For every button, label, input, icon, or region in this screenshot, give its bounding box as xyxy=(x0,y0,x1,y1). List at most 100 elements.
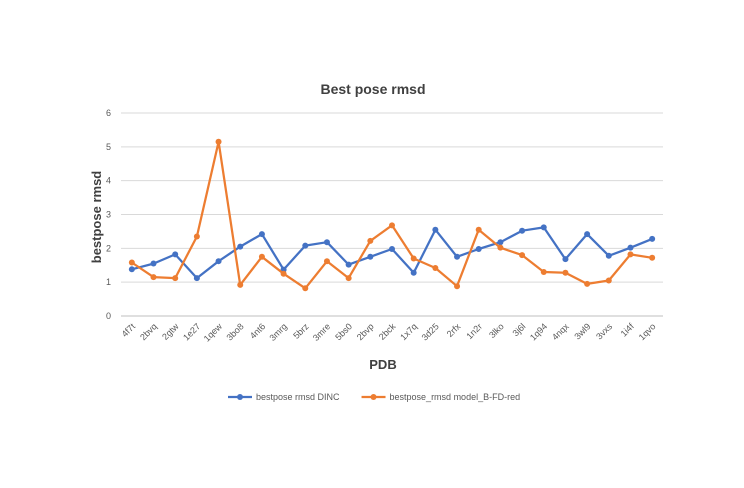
legend-item: bestpose rmsd DINC xyxy=(228,392,340,402)
data-point xyxy=(150,274,157,281)
data-point xyxy=(172,275,179,282)
x-tick-label: 2rfx xyxy=(445,321,463,339)
data-point xyxy=(432,264,439,271)
data-point xyxy=(237,243,244,250)
chart-title: Best pose rmsd xyxy=(320,81,425,97)
data-point xyxy=(323,239,330,246)
data-point xyxy=(584,280,591,287)
data-point xyxy=(215,138,222,145)
y-tick-label: 1 xyxy=(106,277,111,287)
data-point xyxy=(215,258,222,265)
data-point xyxy=(258,253,265,260)
data-point xyxy=(367,253,374,260)
data-point xyxy=(497,239,504,246)
x-axis-ticks: 4f7t 2bvq 2gtw 1e27 1qew 3bo8 4nt6 3mrg 5brz 3mre… xyxy=(120,321,658,344)
data-point xyxy=(649,254,656,261)
data-point xyxy=(128,259,135,266)
data-point xyxy=(280,270,287,277)
data-point xyxy=(519,252,526,259)
data-point xyxy=(540,224,547,231)
data-point xyxy=(410,255,417,262)
x-tick-label: 5bs0 xyxy=(333,321,354,342)
y-tick-label: 3 xyxy=(106,210,111,220)
data-point xyxy=(150,260,157,267)
x-tick-label: 2bck xyxy=(377,321,398,342)
x-tick-label: 2gtw xyxy=(160,321,181,342)
x-tick-label: 2bvq xyxy=(138,321,159,342)
legend-item: bestpose_rmsd model_B-FD-red xyxy=(361,392,521,402)
data-point xyxy=(389,246,395,253)
data-point xyxy=(128,266,135,273)
x-tick-label: 1qew xyxy=(202,321,225,344)
data-point xyxy=(627,244,634,251)
x-tick-label: 4nqx xyxy=(550,321,571,342)
y-tick-label: 5 xyxy=(106,142,111,152)
data-point xyxy=(475,246,482,253)
data-point xyxy=(237,281,244,288)
x-tick-label: 3lko xyxy=(487,321,506,340)
x-tick-label: 3vxs xyxy=(594,321,615,342)
data-point xyxy=(345,261,352,268)
data-point xyxy=(605,277,612,284)
y-tick-label: 2 xyxy=(106,243,111,253)
x-tick-label: 2bvp xyxy=(355,321,376,342)
y-axis-ticks: 0 1 2 3 4 5 6 xyxy=(106,108,111,321)
data-point xyxy=(605,252,612,259)
data-point xyxy=(519,227,526,234)
x-tick-label: 1qvo xyxy=(637,321,658,342)
x-tick-label: 4nt6 xyxy=(248,321,267,340)
x-tick-label: 3mrg xyxy=(267,321,289,343)
series-group xyxy=(128,224,656,282)
legend-label: bestpose_rmsd model_B-FD-red xyxy=(390,392,521,402)
data-point xyxy=(302,242,309,249)
data-point xyxy=(367,237,374,244)
x-axis-title: PDB xyxy=(369,357,396,372)
x-tick-label: 1i4f xyxy=(619,321,637,339)
data-point xyxy=(258,231,265,238)
data-point xyxy=(454,253,461,260)
legend: bestpose rmsd DINC bestpose_rmsd model_B-… xyxy=(228,392,520,402)
data-point xyxy=(540,269,547,276)
x-tick-label: 3d25 xyxy=(420,321,441,342)
x-tick-label: 1q94 xyxy=(528,321,549,342)
data-point xyxy=(302,285,309,292)
y-tick-label: 6 xyxy=(106,108,111,118)
x-tick-label: 1n2r xyxy=(464,321,484,341)
x-tick-label: 3bo8 xyxy=(224,321,245,342)
x-tick-label: 4f7t xyxy=(120,321,138,339)
legend-marker xyxy=(370,394,377,400)
data-point xyxy=(193,233,200,240)
legend-label: bestpose rmsd DINC xyxy=(256,392,340,402)
x-tick-label: 1x7q xyxy=(398,321,419,342)
data-point xyxy=(410,269,417,276)
data-point xyxy=(454,283,461,290)
data-point xyxy=(172,251,179,258)
x-tick-label: 3wl9 xyxy=(572,321,592,341)
data-point xyxy=(193,275,200,282)
series-layer xyxy=(128,138,656,292)
data-point xyxy=(345,275,352,282)
data-point xyxy=(475,226,482,233)
series-line xyxy=(131,140,653,290)
data-point xyxy=(562,256,569,263)
data-point xyxy=(432,226,439,233)
data-point xyxy=(562,269,569,276)
series-group xyxy=(128,138,656,292)
data-point xyxy=(323,258,330,265)
y-tick-label: 4 xyxy=(106,176,111,186)
x-tick-label: 3j6l xyxy=(511,321,528,338)
y-tick-label: 0 xyxy=(106,311,111,321)
data-point xyxy=(497,244,504,251)
y-axis-title: bestpose rmsd xyxy=(89,171,104,264)
data-point xyxy=(389,222,395,229)
x-tick-label: 1e27 xyxy=(181,321,202,342)
x-tick-label: 5brz xyxy=(291,321,311,341)
x-tick-label: 3mre xyxy=(311,321,333,343)
data-point xyxy=(627,251,634,258)
data-point xyxy=(584,231,591,238)
data-point xyxy=(649,235,656,242)
series-line xyxy=(131,226,653,280)
legend-marker xyxy=(237,394,243,400)
